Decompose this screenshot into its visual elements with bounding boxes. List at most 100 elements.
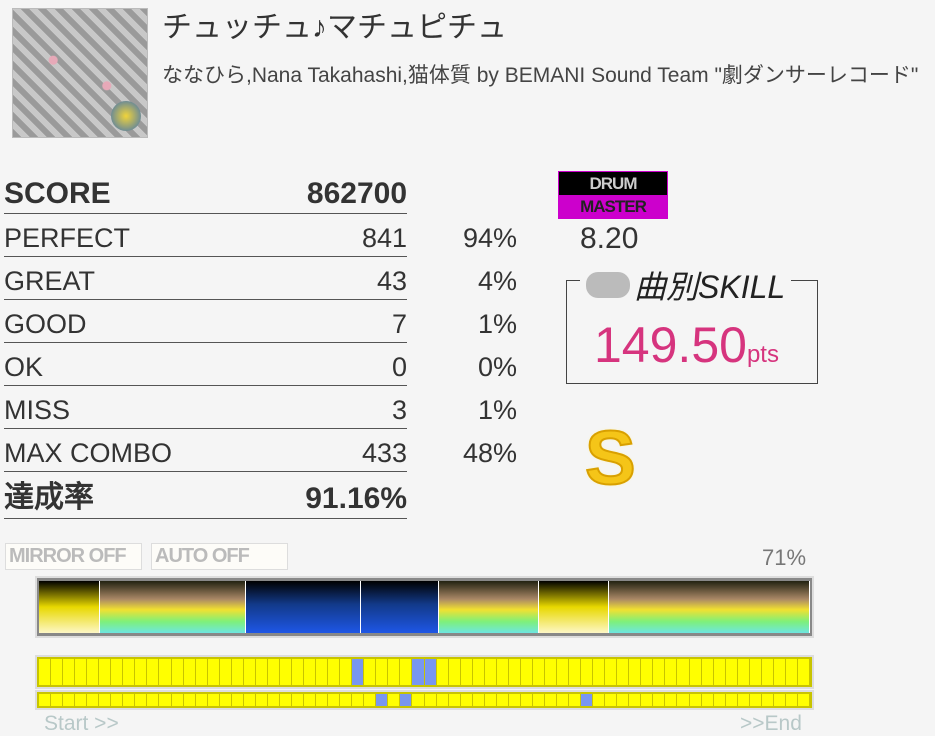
- combo-cell: [388, 659, 400, 685]
- score-label: GREAT: [4, 256, 204, 300]
- combo-cell: [532, 694, 544, 706]
- combo-cell: [436, 659, 448, 685]
- combo-cell: [400, 659, 412, 685]
- combo-cell: [412, 659, 424, 685]
- combo-cell: [39, 659, 51, 685]
- score-pct: 4%: [477, 266, 517, 296]
- combo-cell: [484, 694, 496, 706]
- combo-cell: [183, 694, 195, 706]
- combo-cell: [267, 659, 279, 685]
- combo-cell: [159, 659, 171, 685]
- combo-cell: [701, 694, 713, 706]
- combo-cell: [605, 659, 617, 685]
- score-pct: [407, 170, 517, 213]
- combo-cell: [581, 694, 593, 706]
- combo-cell: [713, 659, 725, 685]
- album-logo: [111, 101, 141, 131]
- combo-cell: [123, 694, 135, 706]
- score-value: 3: [204, 385, 407, 429]
- score-pct: 48%: [462, 438, 517, 468]
- combo-cell: [749, 694, 761, 706]
- combo-cell: [400, 694, 412, 706]
- combo-cell: [376, 694, 388, 706]
- combo-cell: [665, 694, 677, 706]
- combo-cell: [544, 659, 557, 685]
- mirror-option: MIRROR OFF: [5, 543, 142, 570]
- combo-cell: [436, 694, 448, 706]
- combo-cell: [255, 659, 267, 685]
- song-artist: ななひら,Nana Takahashi,猫体質 by BEMANI Sound …: [162, 64, 919, 87]
- combo-cell: [87, 659, 99, 685]
- score-table: SCORE 862700 PERFECT 841 94% GREAT 43 4% GOOD 7 1%…: [4, 170, 517, 519]
- album-art: [12, 8, 148, 138]
- combo-cell: [677, 694, 689, 706]
- score-label: MISS: [4, 385, 204, 429]
- combo-cell: [460, 694, 472, 706]
- score-value: 7: [204, 299, 407, 343]
- skill-value: 149.50pts: [594, 316, 779, 374]
- combo-cell: [593, 694, 605, 706]
- combo-cell: [424, 659, 436, 685]
- instrument-label: DRUM: [559, 172, 667, 195]
- combo-cell: [508, 694, 520, 706]
- combo-cell: [520, 659, 532, 685]
- combo-cell: [364, 694, 376, 706]
- gauge-segment-rainbow: [609, 581, 810, 633]
- combo-cell: [472, 694, 484, 706]
- combo-cell: [617, 659, 629, 685]
- combo-cell: [605, 694, 617, 706]
- combo-cell: [725, 694, 737, 706]
- combo-cell: [304, 659, 316, 685]
- combo-cell: [159, 694, 171, 706]
- score-pct: 1%: [477, 395, 517, 425]
- combo-cell: [63, 694, 75, 706]
- combo-cell: [520, 694, 532, 706]
- score-row: MAX COMBO 433 48%: [4, 428, 517, 472]
- score-pct: 94%: [462, 223, 517, 253]
- score-row: PERFECT 841 94%: [4, 213, 517, 257]
- combo-cell: [641, 659, 653, 685]
- combo-cell: [448, 694, 460, 706]
- combo-cell: [147, 694, 159, 706]
- combo-cell: [557, 694, 569, 706]
- combo-cell: [496, 659, 508, 685]
- combo-cell: [147, 659, 159, 685]
- combo-cell: [797, 694, 809, 706]
- difficulty-badge: DRUM MASTER: [558, 171, 668, 219]
- gauge-segment-rainbow: [100, 581, 246, 633]
- combo-cell: [87, 694, 99, 706]
- gauge-segment-yellow: [39, 581, 100, 633]
- difficulty-level: 8.20: [580, 222, 639, 255]
- combo-cell: [593, 659, 605, 685]
- combo-cell: [51, 694, 63, 706]
- score-value: 0: [204, 342, 407, 386]
- score-label: 達成率: [4, 471, 204, 519]
- combo-cell: [316, 659, 328, 685]
- combo-cell: [279, 694, 291, 706]
- skill-label-text: 曲別SKILL: [634, 269, 786, 305]
- combo-cell: [376, 659, 388, 685]
- combo-cell: [99, 694, 111, 706]
- combo-cell: [219, 659, 231, 685]
- combo-cell: [207, 694, 219, 706]
- combo-cell: [51, 659, 63, 685]
- score-row: 達成率 91.16%: [4, 471, 517, 519]
- combo-cell: [352, 659, 364, 685]
- combo-cell: [689, 659, 701, 685]
- skill-unit: pts: [746, 341, 779, 368]
- combo-cell: [267, 694, 279, 706]
- combo-cell: [231, 659, 243, 685]
- score-pct: 0%: [477, 352, 517, 382]
- combo-cell: [195, 694, 207, 706]
- combo-cell: [484, 659, 496, 685]
- rank-badge: S: [584, 415, 637, 502]
- combo-cell: [701, 659, 713, 685]
- combo-cell: [629, 659, 641, 685]
- combo-cell: [749, 659, 761, 685]
- combo-cell: [328, 694, 340, 706]
- difficulty-name: MASTER: [580, 197, 647, 216]
- combo-cell: [472, 659, 484, 685]
- combo-cell: [761, 694, 773, 706]
- combo-cell: [653, 659, 665, 685]
- song-title: チュッチュ♪マチュピチュ: [162, 11, 507, 44]
